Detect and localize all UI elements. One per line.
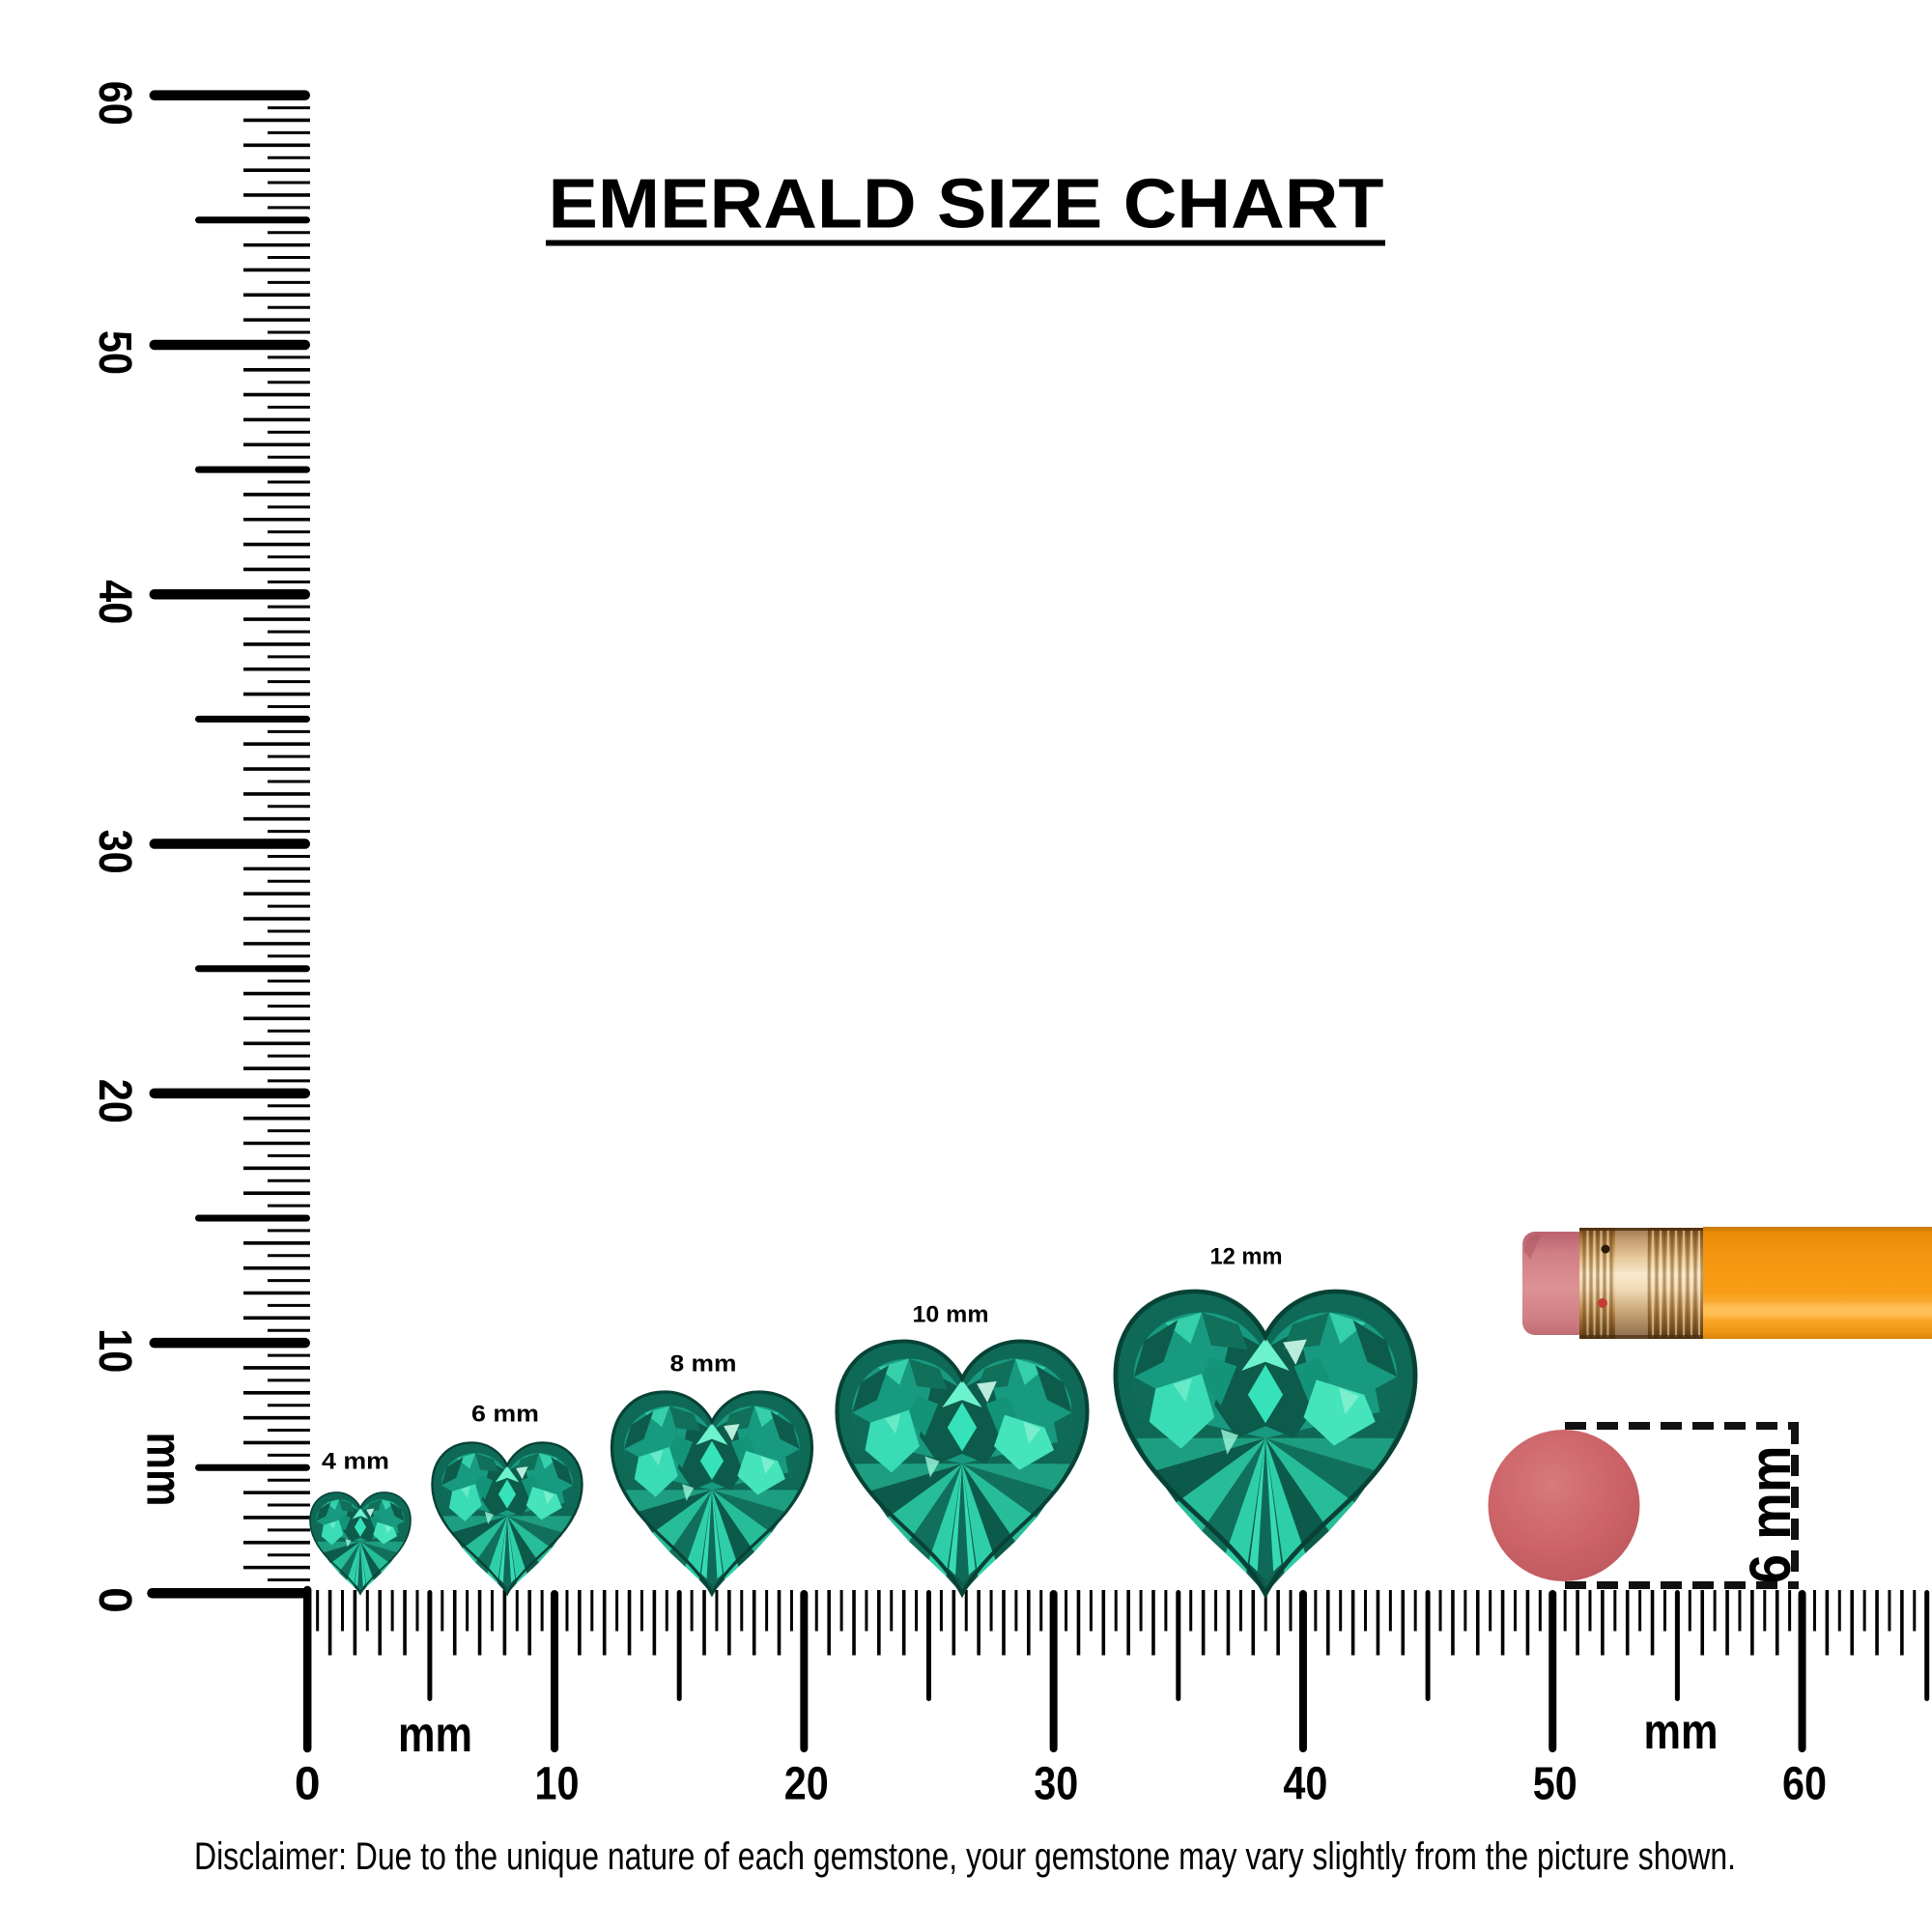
svg-text:0: 0 xyxy=(295,1759,321,1810)
svg-text:20: 20 xyxy=(89,1079,140,1123)
svg-text:10: 10 xyxy=(89,1328,140,1373)
svg-text:50: 50 xyxy=(89,330,140,375)
svg-text:mm: mm xyxy=(1644,1704,1719,1760)
svg-text:12 mm: 12 mm xyxy=(1210,1244,1283,1270)
svg-text:50: 50 xyxy=(1533,1759,1577,1810)
svg-text:40: 40 xyxy=(89,580,140,624)
svg-text:10: 10 xyxy=(535,1759,580,1810)
svg-text:60: 60 xyxy=(1782,1759,1827,1810)
svg-text:30: 30 xyxy=(89,830,140,874)
svg-text:20: 20 xyxy=(784,1759,829,1810)
svg-text:60: 60 xyxy=(89,81,140,126)
svg-text:30: 30 xyxy=(1034,1759,1078,1810)
svg-text:40: 40 xyxy=(1283,1759,1327,1810)
svg-text:8 mm: 8 mm xyxy=(670,1351,737,1378)
svg-text:0: 0 xyxy=(89,1587,140,1613)
svg-text:10 mm: 10 mm xyxy=(913,1302,989,1328)
svg-text:EMERALD SIZE CHART: EMERALD SIZE CHART xyxy=(549,166,1384,243)
svg-text:6 mm: 6 mm xyxy=(471,1402,539,1428)
svg-text:Disclaimer: Due to the unique: Disclaimer: Due to the unique nature of … xyxy=(194,1835,1736,1878)
svg-text:mm: mm xyxy=(136,1433,192,1507)
svg-text:4 mm: 4 mm xyxy=(322,1449,389,1475)
svg-text:mm: mm xyxy=(398,1707,472,1763)
